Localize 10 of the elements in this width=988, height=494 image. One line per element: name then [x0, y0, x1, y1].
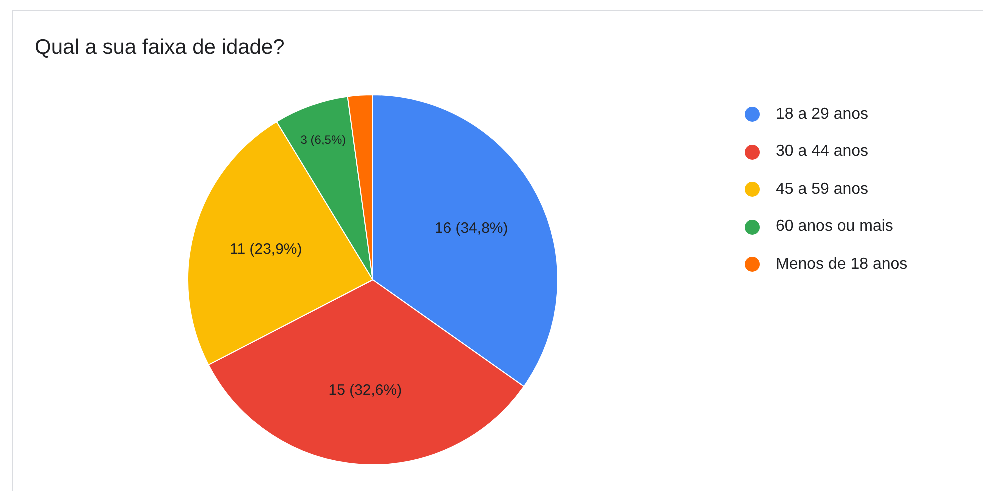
legend-label: 30 a 44 anos — [776, 143, 869, 162]
legend-label: Menos de 18 anos — [776, 256, 908, 274]
data-label: 11 (23,9%) — [230, 241, 302, 258]
legend-label: 18 a 29 anos — [776, 106, 869, 124]
chart-title: Qual a sua faixa de idade? — [35, 36, 285, 60]
data-label: 15 (32,6%) — [328, 382, 402, 399]
data-label: 3 (6,5%) — [300, 132, 346, 147]
data-label: 16 (34,8%) — [434, 220, 508, 238]
legend-label: 60 anos ou mais — [776, 218, 894, 236]
legend-label: 45 a 59 anos — [776, 180, 869, 199]
